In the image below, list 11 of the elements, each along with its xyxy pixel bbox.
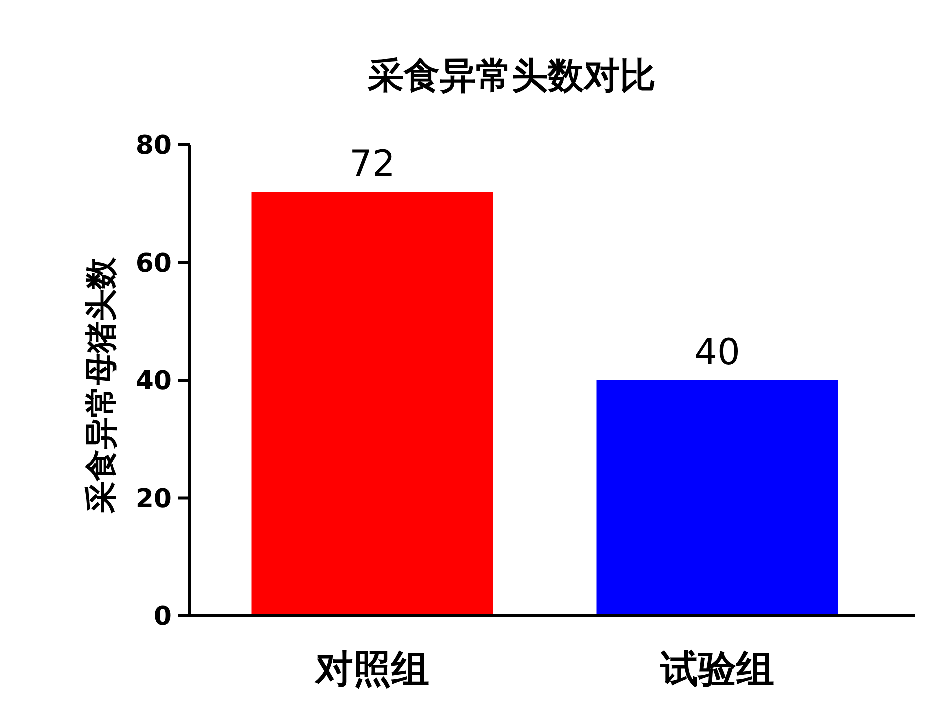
data-label: 40 — [694, 332, 740, 374]
y-tick-label: 0 — [154, 602, 172, 632]
y-tick-label: 40 — [136, 366, 172, 396]
x-tick-label: 对照组 — [314, 647, 430, 691]
y-axis-title: 采食异常母猪头数 — [82, 256, 120, 514]
y-tick-label: 60 — [136, 248, 172, 279]
y-tick-label: 20 — [136, 484, 172, 514]
chart-title: 采食异常头数对比 — [367, 56, 656, 97]
y-tick-label: 80 — [136, 131, 172, 161]
x-tick-label: 试验组 — [660, 647, 774, 691]
data-label: 72 — [350, 144, 396, 186]
